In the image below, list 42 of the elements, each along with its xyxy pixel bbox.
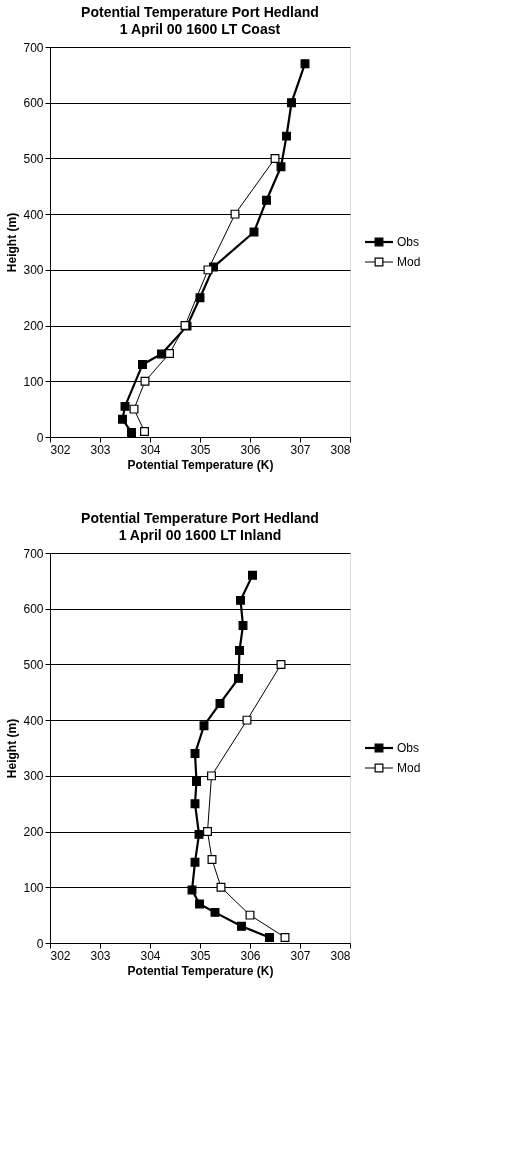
y-tick-label: 600: [23, 602, 44, 617]
chart-subtitle: 1 April 00 1600 LT Inland: [118, 527, 282, 543]
y-tick-label: 300: [23, 263, 44, 278]
x-tick-label: 307: [290, 442, 311, 457]
y-tick-label: 200: [23, 825, 44, 840]
y-tick-label: 300: [23, 769, 44, 784]
x-tick-label: 305: [190, 442, 211, 457]
x-tick-label: 302: [50, 948, 71, 963]
x-axis-title: Potential Temperature (K): [127, 457, 274, 472]
legend-label: Obs: [397, 741, 420, 755]
y-tick-label: 500: [23, 151, 44, 166]
y-tick-label: 0: [36, 936, 44, 951]
y-tick-label: 400: [23, 713, 44, 728]
x-tick-label: 305: [190, 948, 211, 963]
y-tick-label: 200: [23, 319, 44, 334]
x-tick-label: 308: [330, 948, 351, 963]
y-tick-label: 700: [23, 40, 44, 55]
y-axis-title: Height (m): [5, 718, 20, 779]
legend-label: Mod: [397, 761, 421, 775]
y-tick-label: 100: [23, 880, 44, 895]
x-tick-label: 306: [240, 442, 261, 457]
x-tick-label: 302: [50, 442, 71, 457]
x-tick-label: 308: [330, 442, 351, 457]
x-axis-title: Potential Temperature (K): [127, 963, 274, 978]
y-tick-label: 600: [23, 96, 44, 111]
y-axis-title: Height (m): [5, 212, 20, 273]
x-tick-label: 303: [90, 948, 111, 963]
x-tick-label: 306: [240, 948, 261, 963]
chart-title: Potential Temperature Port Hedland: [81, 510, 319, 526]
legend-label: Obs: [397, 235, 420, 249]
y-tick-label: 400: [23, 207, 44, 222]
x-tick-label: 307: [290, 948, 311, 963]
chart-subtitle: 1 April 00 1600 LT Coast: [119, 21, 281, 37]
chart-title: Potential Temperature Port Hedland: [81, 4, 319, 20]
y-tick-label: 700: [23, 546, 44, 561]
x-tick-label: 303: [90, 442, 111, 457]
legend-label: Mod: [397, 255, 421, 269]
x-tick-label: 304: [140, 948, 161, 963]
y-tick-label: 100: [23, 374, 44, 389]
y-tick-label: 0: [36, 430, 44, 445]
x-tick-label: 304: [140, 442, 161, 457]
y-tick-label: 500: [23, 657, 44, 672]
